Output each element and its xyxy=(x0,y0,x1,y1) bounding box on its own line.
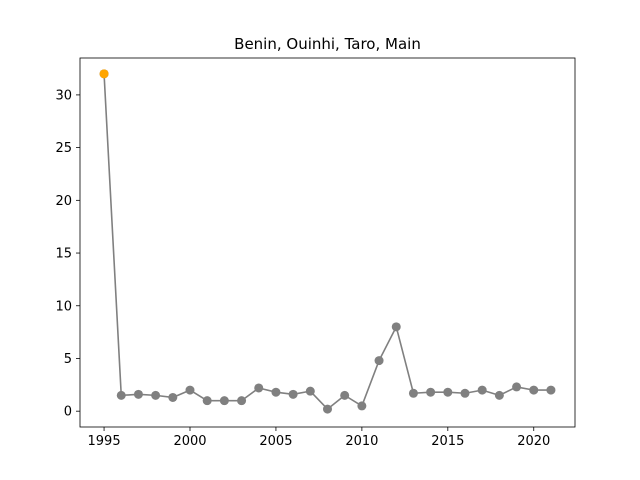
highlight-point xyxy=(99,69,109,79)
y-tick-label: 25 xyxy=(55,141,72,156)
y-tick-label: 5 xyxy=(64,352,72,367)
data-point xyxy=(288,389,298,399)
data-point xyxy=(460,388,470,398)
y-tick-label: 30 xyxy=(55,88,72,103)
data-point xyxy=(512,382,522,392)
data-point xyxy=(443,387,453,397)
data-point xyxy=(151,390,161,400)
data-point xyxy=(426,387,436,397)
y-tick-label: 0 xyxy=(64,405,72,420)
x-tick-label: 2005 xyxy=(259,434,292,449)
axes-frame xyxy=(79,57,576,428)
y-tick-label: 10 xyxy=(55,299,72,314)
data-point xyxy=(271,387,281,397)
y-tick-label: 15 xyxy=(55,247,72,262)
x-tick-label: 2020 xyxy=(517,434,550,449)
data-point xyxy=(408,388,418,398)
x-tick-label: 2010 xyxy=(345,434,378,449)
x-tick-label: 2000 xyxy=(173,434,206,449)
plot-area: 1995 2000 2005 2010 2015 2020 0 5 10 15 20 25 30 xyxy=(55,57,576,449)
data-point xyxy=(185,385,195,395)
data-point xyxy=(357,401,367,411)
data-point xyxy=(133,389,143,399)
chart-title: Benin, Ouinhi, Taro, Main xyxy=(234,35,421,53)
data-point xyxy=(391,322,401,332)
data-point xyxy=(546,385,556,395)
data-point xyxy=(254,383,264,393)
data-point xyxy=(219,396,229,406)
data-point xyxy=(237,396,247,406)
data-point xyxy=(340,390,350,400)
data-point xyxy=(494,390,504,400)
data-point xyxy=(202,396,212,406)
data-point xyxy=(116,390,126,400)
data-point xyxy=(374,356,384,366)
data-point xyxy=(305,386,315,396)
data-point xyxy=(529,385,539,395)
data-point xyxy=(477,385,487,395)
x-tick-label: 1995 xyxy=(88,434,121,449)
x-tick-label: 2015 xyxy=(431,434,464,449)
data-point xyxy=(323,404,332,414)
data-point xyxy=(168,392,178,402)
y-tick-label: 20 xyxy=(55,194,72,209)
